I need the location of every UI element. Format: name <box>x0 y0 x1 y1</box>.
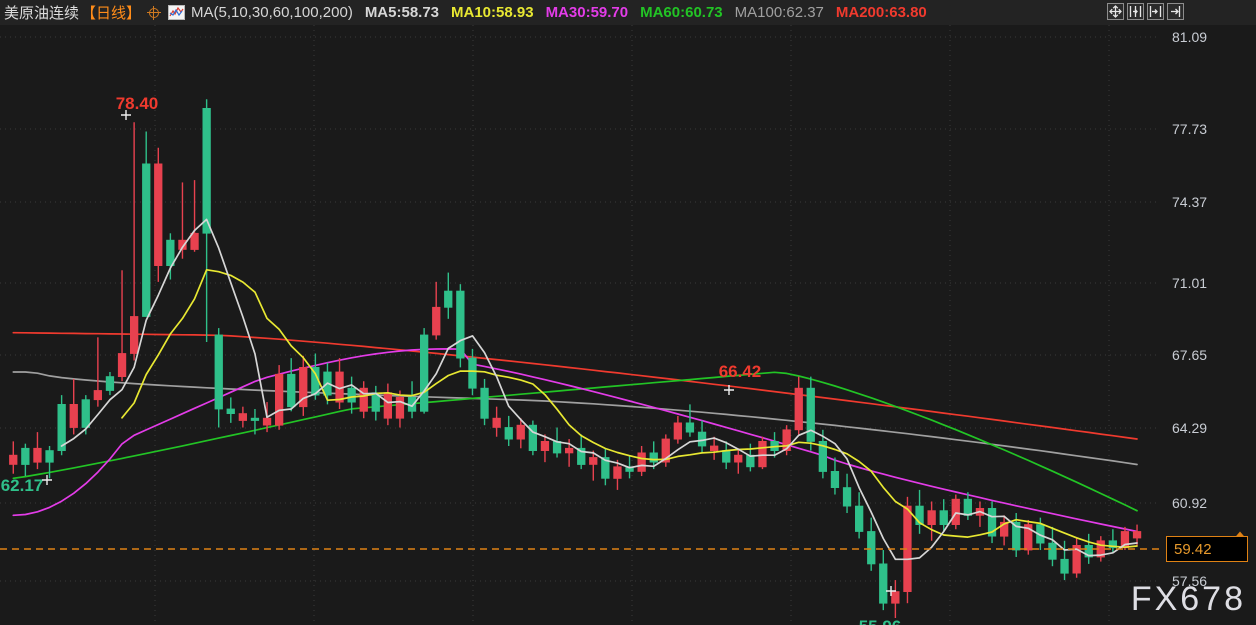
price-tick: 81.09 <box>1172 29 1208 45</box>
candlestick-series <box>9 99 1142 618</box>
chart-annotations: 78.40 66.42 55.96 62.17 <box>1 94 902 625</box>
left-label: 62.17 <box>1 476 44 495</box>
last-price-value: 59.42 <box>1174 540 1212 558</box>
price-tick: 60.92 <box>1172 495 1208 511</box>
ma100-value: MA100:62.37 <box>734 4 824 21</box>
low-label: 55.96 <box>859 617 902 625</box>
ma-formula-label: MA(5,10,30,60,100,200) <box>191 4 353 21</box>
scroll-end-icon[interactable] <box>1167 3 1184 20</box>
symbol-name: 美原油连续 <box>4 5 80 22</box>
fit-screen-icon[interactable] <box>1107 3 1124 20</box>
price-tick: 71.01 <box>1172 275 1208 291</box>
chart-plot-area[interactable]: 78.40 66.42 55.96 62.17 <box>0 25 1160 625</box>
ma60-line <box>12 371 1138 512</box>
ma5-line <box>60 218 1138 561</box>
expand-right-icon[interactable] <box>1147 3 1164 20</box>
ma30-value: MA30:59.70 <box>545 4 629 21</box>
period-label: 【日线】 <box>81 5 142 22</box>
shrink-left-icon[interactable] <box>1127 3 1144 20</box>
ma100-line <box>12 371 1138 466</box>
last-price-badge[interactable]: 59.42 <box>1166 536 1248 562</box>
last-price-arrow <box>1234 531 1246 539</box>
ma60-value: MA60:60.73 <box>640 4 723 21</box>
chart-header: 美原油连续 【日线】 MA(5,10,30,60,100,200) MA5:58… <box>0 0 1256 25</box>
ma30-line <box>12 348 1138 533</box>
price-tick: 57.56 <box>1172 573 1208 589</box>
crosshair-icon[interactable] <box>147 5 162 20</box>
chart-toolbar <box>1107 3 1184 20</box>
price-axis[interactable]: 81.09 77.73 74.37 71.01 67.65 64.29 60.92 57.56… <box>1160 25 1256 625</box>
ma200-line <box>12 331 1138 440</box>
line-chart-icon[interactable] <box>168 5 186 20</box>
ma10-line <box>121 268 1138 549</box>
ma10-value: MA10:58.93 <box>451 4 534 21</box>
ma200-value: MA200:63.80 <box>835 4 927 21</box>
price-tick: 67.65 <box>1172 347 1208 363</box>
price-tick: 74.37 <box>1172 194 1208 210</box>
price-tick: 64.29 <box>1172 420 1208 436</box>
high-label: 78.40 <box>116 94 159 113</box>
ma5-value: MA5:58.73 <box>364 4 440 21</box>
mid-label: 66.42 <box>719 362 762 381</box>
price-tick: 77.73 <box>1172 121 1208 137</box>
chart-gridlines <box>0 25 1160 625</box>
